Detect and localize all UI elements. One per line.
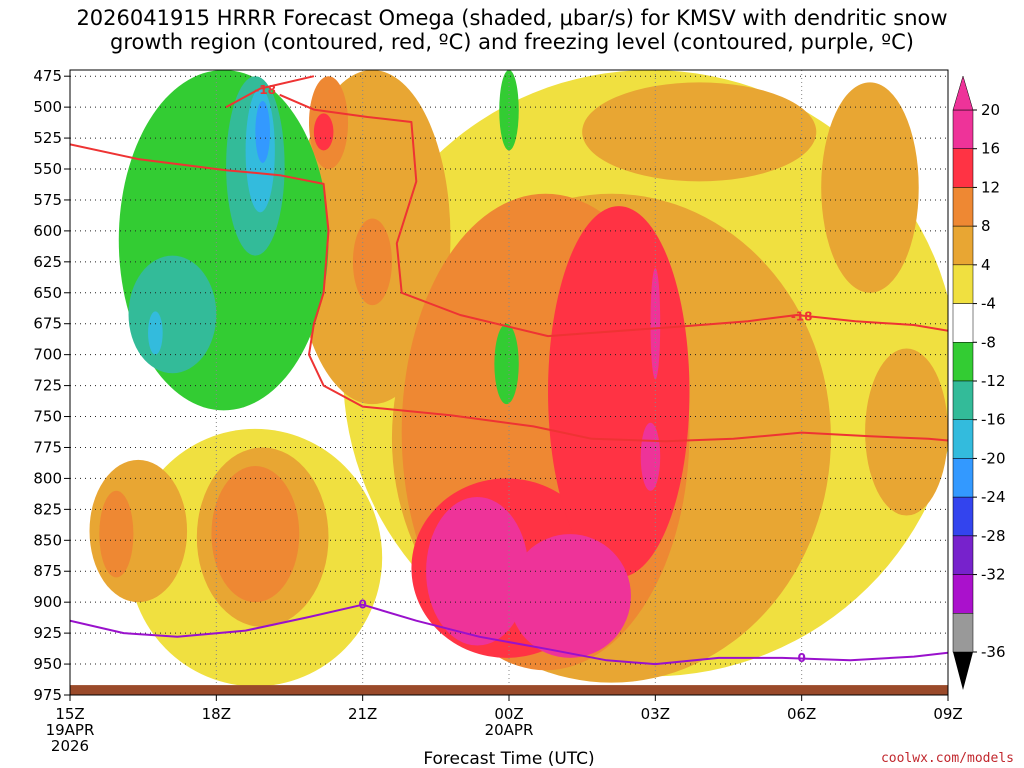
y-tick-label-11: 750 — [33, 408, 62, 426]
y-tick-label-18: 925 — [33, 624, 62, 642]
y-tick-label-5: 600 — [33, 222, 62, 240]
y-tick-label-3: 550 — [33, 160, 62, 178]
colorbar-bin-5 — [952, 303, 974, 343]
omega-region-18 — [509, 534, 631, 658]
colorbar-label-1: 16 — [981, 140, 1000, 158]
colorbar-label-10: -24 — [981, 488, 1006, 506]
grid-lines — [70, 70, 948, 696]
omega-region-16 — [313, 113, 334, 151]
colorbar-bin-9 — [952, 458, 974, 498]
x-tick-label-6: 09Z — [933, 705, 962, 723]
contour-line-3 — [70, 603, 948, 666]
y-tick-label-14: 825 — [33, 500, 62, 518]
contour-line-2 — [279, 93, 948, 338]
y-tick-label-10: 725 — [33, 377, 62, 395]
x-date-label-0-1: 2026 — [51, 737, 89, 755]
y-tick-label-20: 975 — [33, 686, 62, 704]
omega-region-28 — [148, 311, 163, 355]
omega-region-10 — [211, 466, 300, 603]
site-credit: coolwx.com/models — [881, 751, 1014, 766]
chart-title-line-1: 2026041915 HRRR Forecast Omega (shaded, … — [76, 6, 948, 30]
y-tick-label-4: 575 — [33, 191, 62, 209]
contour-label-2: 0 — [358, 598, 366, 612]
x-tick-label-2: 21Z — [348, 705, 377, 723]
colorbar-label-4: 4 — [981, 256, 991, 274]
colorbar-bin-8 — [952, 419, 974, 459]
y-tick-label-15: 850 — [33, 531, 62, 549]
colorbar-bin-12 — [952, 574, 974, 614]
omega-region-27 — [255, 100, 270, 163]
colorbar-bin-0 — [952, 109, 974, 149]
y-tick-label-9: 700 — [33, 346, 62, 364]
omega-shading — [89, 70, 948, 687]
omega-region-24 — [128, 255, 217, 374]
colorbar-label-11: -28 — [981, 527, 1006, 545]
colorbar-bin-3 — [952, 225, 974, 266]
x-axis-label: Forecast Time (UTC) — [423, 749, 594, 768]
y-tick-label-12: 775 — [33, 438, 62, 456]
contour-line-0 — [225, 75, 315, 108]
y-tick-label-2: 525 — [33, 129, 62, 147]
x-date-label-0-0: 19APR — [46, 721, 95, 739]
colorbar-bin-1 — [952, 148, 974, 188]
omega-region-19 — [640, 422, 661, 491]
omega-region-6 — [582, 82, 817, 182]
y-tick-label-6: 625 — [33, 253, 62, 271]
chart-title: 2026041915 HRRR Forecast Omega (shaded, … — [0, 6, 1024, 54]
omega-region-9 — [99, 490, 134, 578]
pressure-axis: 475 500 525 550 575 600 625 650 675 700 725 750 775 8… — [33, 67, 70, 704]
colorbar-label-3: 8 — [981, 217, 991, 235]
colorbar-label-6: -8 — [981, 333, 996, 351]
colorbar-label-7: -12 — [981, 372, 1006, 390]
y-tick-label-17: 900 — [33, 593, 62, 611]
y-tick-label-7: 650 — [33, 284, 62, 302]
colorbar-bin-4 — [952, 264, 974, 304]
omega-region-17 — [426, 496, 529, 646]
colorbar-label-0: 20 — [981, 101, 1000, 119]
contour-lines — [70, 75, 948, 666]
y-tick-label-0: 475 — [33, 67, 62, 85]
y-tick-label-1: 500 — [33, 98, 62, 116]
y-tick-label-19: 950 — [33, 655, 62, 673]
ground-surface — [70, 685, 948, 695]
chart-title-line-2: growth region (contoured, red, ºC) and f… — [110, 30, 914, 54]
contour-labels: -18 -18 0 0 — [254, 83, 813, 665]
y-tick-label-16: 875 — [33, 562, 62, 580]
y-tick-label-8: 675 — [33, 315, 62, 333]
x-date-label-1-0: 20APR — [485, 721, 534, 739]
y-tick-label-13: 800 — [33, 469, 62, 487]
colorbar-bin-10 — [952, 496, 974, 537]
x-tick-label-0: 15Z — [55, 705, 84, 723]
colorbar-label-8: -16 — [981, 411, 1006, 429]
contour-label-1: -18 — [791, 309, 813, 323]
colorbar-bin-6 — [952, 342, 974, 382]
x-tick-label-5: 06Z — [787, 705, 816, 723]
colorbar-label-13: -36 — [981, 643, 1006, 661]
ground-strip — [70, 685, 948, 695]
contour-label-0: -18 — [254, 83, 276, 97]
omega-region-12 — [352, 218, 392, 306]
omega-region-7 — [821, 82, 919, 293]
colorbar-label-5: -4 — [981, 295, 996, 313]
contour-line-1 — [70, 143, 948, 443]
omega-colorbar: 20 16 12 8 4 -4 -8 -12 -16 -20 -24 -28 -32 -36 — [952, 75, 1006, 690]
omega-region-8 — [865, 348, 948, 516]
colorbar-bin-13 — [952, 613, 974, 653]
colorbar-label-9: -20 — [981, 449, 1006, 467]
contour-label-3: 0 — [797, 651, 805, 665]
colorbar-bin-7 — [952, 380, 974, 420]
colorbar-bin-2 — [952, 187, 974, 227]
omega-region-22 — [494, 323, 519, 405]
colorbar-bin-11 — [952, 535, 974, 575]
x-tick-label-3: 00Z — [494, 705, 523, 723]
x-tick-label-4: 03Z — [641, 705, 670, 723]
colorbar-bottom-arrow — [953, 652, 973, 690]
x-tick-label-1: 18Z — [202, 705, 231, 723]
omega-region-15 — [548, 206, 690, 578]
colorbar-label-12: -32 — [981, 566, 1006, 584]
colorbar-label-2: 12 — [981, 178, 1000, 196]
colorbar-top-arrow — [952, 75, 974, 111]
